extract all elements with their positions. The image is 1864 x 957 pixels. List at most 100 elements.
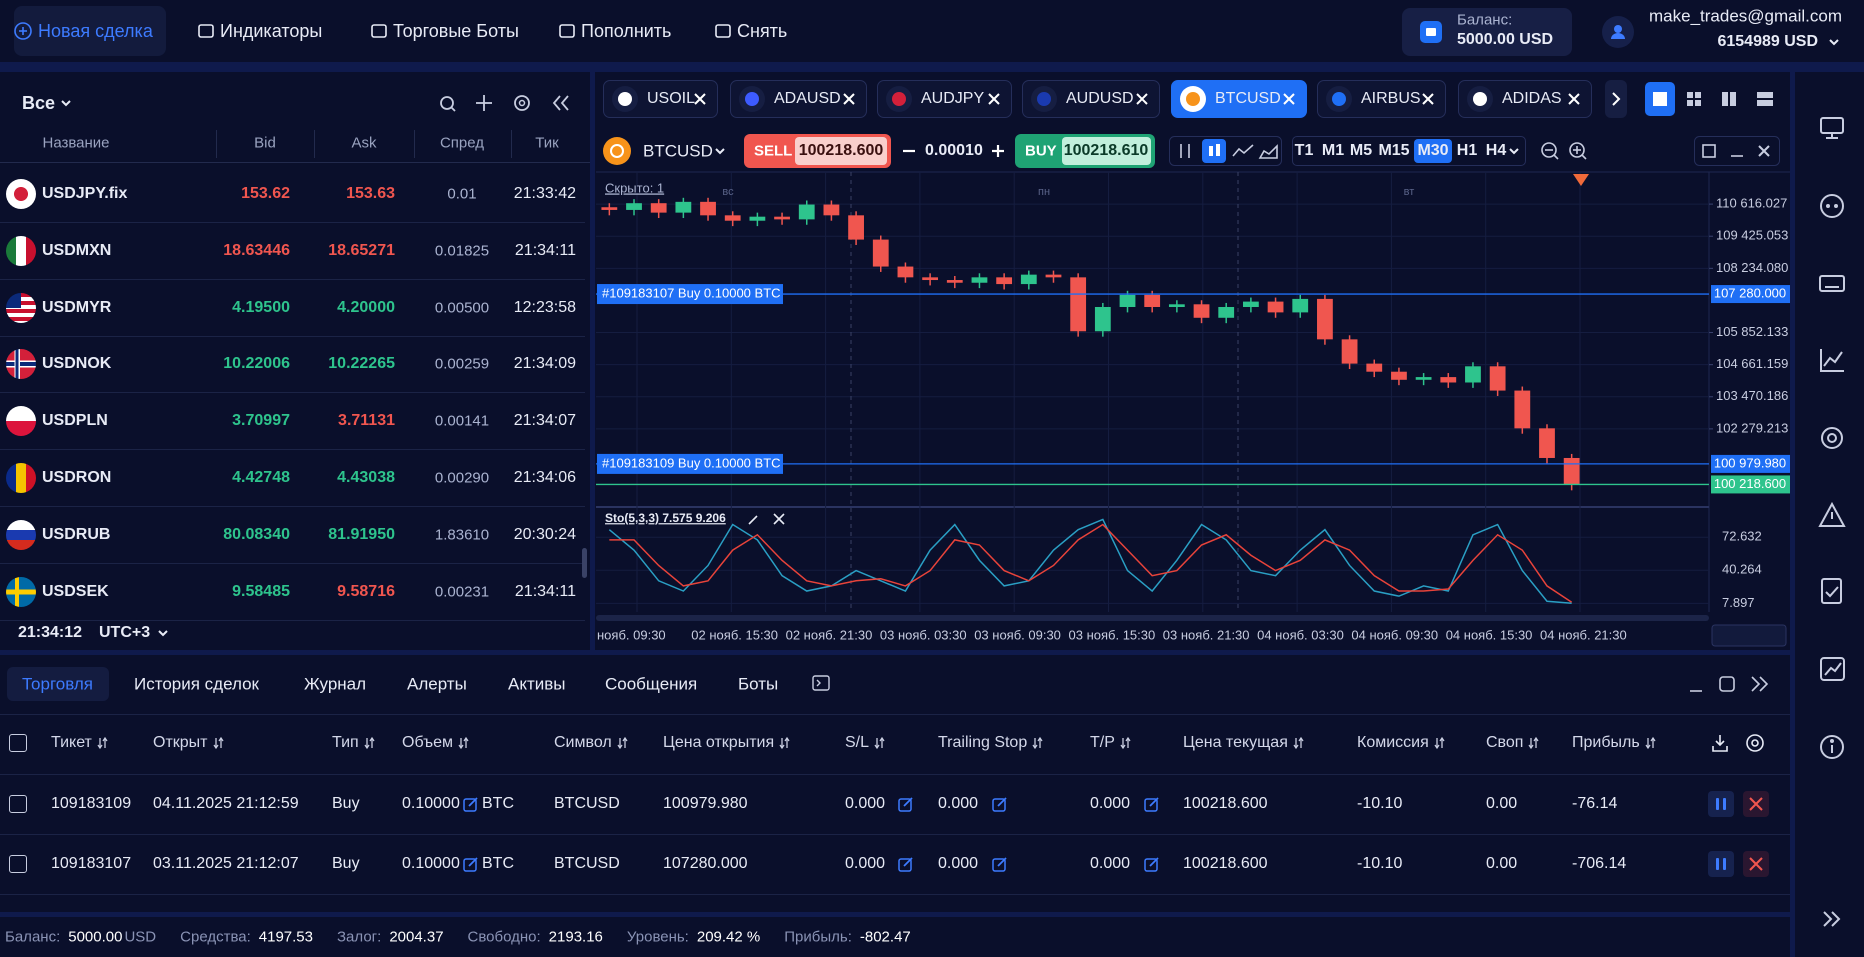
trades-tab[interactable]: История сделок	[134, 674, 259, 694]
sort-icon[interactable]	[1528, 736, 1539, 750]
expand-icon[interactable]	[1823, 911, 1841, 927]
console-icon[interactable]	[812, 675, 830, 691]
symbol-name[interactable]: USDRUB	[42, 526, 111, 543]
sort-icon[interactable]	[364, 736, 375, 750]
column-header[interactable]: S/L	[845, 734, 885, 752]
timeframe[interactable]: T1	[1294, 142, 1314, 159]
tab-close[interactable]	[1568, 93, 1580, 105]
tab-close[interactable]	[694, 93, 706, 105]
settings-icon[interactable]	[1821, 427, 1843, 449]
filter-chevron[interactable]	[60, 98, 72, 108]
column-header[interactable]: Объем	[402, 734, 469, 752]
monitor-icon[interactable]	[1820, 117, 1844, 139]
buy-label[interactable]: BUY	[1025, 142, 1057, 160]
layout-buttons[interactable]	[1645, 82, 1777, 116]
column-header[interactable]: Тикет	[51, 734, 108, 752]
sort-icon[interactable]	[1032, 736, 1043, 750]
position-action[interactable]	[1708, 791, 1734, 817]
row-checkbox[interactable]	[9, 855, 27, 873]
sort-icon[interactable]	[212, 736, 224, 750]
window-buttons[interactable]	[1694, 136, 1780, 166]
select-all[interactable]	[9, 734, 27, 752]
column-header[interactable]: T/P	[1090, 734, 1131, 752]
symbol-name[interactable]: USDMYR	[42, 299, 112, 316]
tab-label[interactable]: AIRBUS	[1361, 90, 1421, 107]
api-icon[interactable]	[1820, 194, 1844, 218]
tab-close[interactable]	[1422, 93, 1434, 105]
info-icon[interactable]	[1820, 735, 1844, 759]
column-header[interactable]: Открыт	[153, 734, 224, 752]
edit-volume[interactable]	[463, 796, 478, 812]
tab-label[interactable]: AUDUSD	[1066, 90, 1134, 107]
trades-tab[interactable]: Боты	[738, 674, 779, 694]
volume-minus[interactable]	[902, 144, 916, 158]
account-chevron[interactable]	[1828, 37, 1840, 47]
export-icon[interactable]	[1711, 733, 1729, 753]
chart-type-buttons[interactable]	[1169, 136, 1282, 166]
trades-tab[interactable]: Алерты	[407, 674, 467, 694]
column-header[interactable]: Trailing Stop	[938, 734, 1043, 752]
edit-level[interactable]	[1144, 796, 1159, 812]
position-action[interactable]	[1708, 851, 1734, 877]
keyboard-icon[interactable]	[1819, 275, 1845, 292]
edit-volume[interactable]	[463, 856, 478, 872]
timeframe[interactable]: M5	[1349, 142, 1373, 159]
zoom-buttons[interactable]	[1539, 140, 1589, 162]
sort-icon[interactable]	[1434, 736, 1445, 750]
symbol-name[interactable]: USDNOK	[42, 355, 112, 372]
table-settings[interactable]	[1745, 733, 1765, 753]
timezone[interactable]: UTC+3	[99, 624, 151, 641]
trades-tab[interactable]: Торговля	[22, 674, 94, 694]
edit-level[interactable]	[992, 856, 1007, 872]
trades-tab[interactable]: Журнал	[304, 674, 367, 694]
symbol-name[interactable]: USDSEK	[42, 583, 109, 600]
close-position[interactable]	[1743, 791, 1769, 817]
column-header[interactable]: Цена текущая	[1183, 734, 1304, 752]
tab-close[interactable]	[843, 93, 855, 105]
tab-label[interactable]: BTCUSD	[1215, 90, 1281, 107]
tab-close[interactable]	[988, 93, 1000, 105]
column-header[interactable]: Прибыль	[1572, 734, 1656, 752]
tabs-next[interactable]	[1605, 80, 1627, 118]
new-deal-button[interactable]	[14, 6, 166, 56]
timeframe[interactable]: M1	[1321, 142, 1345, 159]
tab-close[interactable]	[1136, 93, 1148, 105]
tab-label[interactable]: AUDJPY	[921, 90, 985, 107]
tab-close[interactable]	[1283, 93, 1295, 105]
edit-level[interactable]	[898, 856, 913, 872]
user-avatar[interactable]	[1602, 16, 1634, 48]
sort-icon[interactable]	[779, 736, 790, 750]
sort-icon[interactable]	[617, 736, 628, 750]
sort-icon[interactable]	[874, 736, 885, 750]
menu-item[interactable]: Снять	[737, 21, 788, 41]
sort-icon[interactable]	[458, 736, 469, 750]
tab-label[interactable]: ADIDAS	[1502, 90, 1562, 107]
timezone-chevron[interactable]	[157, 628, 169, 638]
column-header[interactable]: Своп	[1486, 734, 1539, 752]
symbol-name[interactable]: USDMXN	[42, 242, 112, 259]
symbol-name[interactable]: USDPLN	[42, 412, 108, 429]
panel-controls[interactable]	[1688, 674, 1770, 694]
edit-level[interactable]	[1144, 856, 1159, 872]
menu-item[interactable]: Пополнить	[581, 21, 672, 41]
column-header[interactable]: Цена открытия	[663, 734, 790, 752]
menu-item[interactable]: Торговые Боты	[393, 21, 519, 41]
edit-level[interactable]	[992, 796, 1007, 812]
close-position[interactable]	[1743, 851, 1769, 877]
timeframe[interactable]: M30	[1417, 142, 1449, 159]
sort-icon[interactable]	[1120, 736, 1131, 750]
sell-label[interactable]: SELL	[754, 142, 793, 160]
watchlist-tools[interactable]	[436, 92, 576, 116]
tab-label[interactable]: ADAUSD	[774, 90, 841, 107]
sort-icon[interactable]	[1645, 736, 1656, 750]
column-header[interactable]: Тип	[332, 734, 375, 752]
alert-icon[interactable]	[1818, 501, 1846, 527]
trend-icon[interactable]	[1820, 657, 1845, 681]
sort-icon[interactable]	[97, 736, 108, 750]
edit-level[interactable]	[898, 796, 913, 812]
stats-icon[interactable]	[1820, 349, 1844, 372]
symbol-name[interactable]: USDJPY.fix	[42, 185, 128, 202]
timeframe-chevron[interactable]	[1508, 146, 1520, 156]
volume-plus[interactable]	[991, 144, 1005, 158]
document-icon[interactable]	[1821, 578, 1842, 604]
